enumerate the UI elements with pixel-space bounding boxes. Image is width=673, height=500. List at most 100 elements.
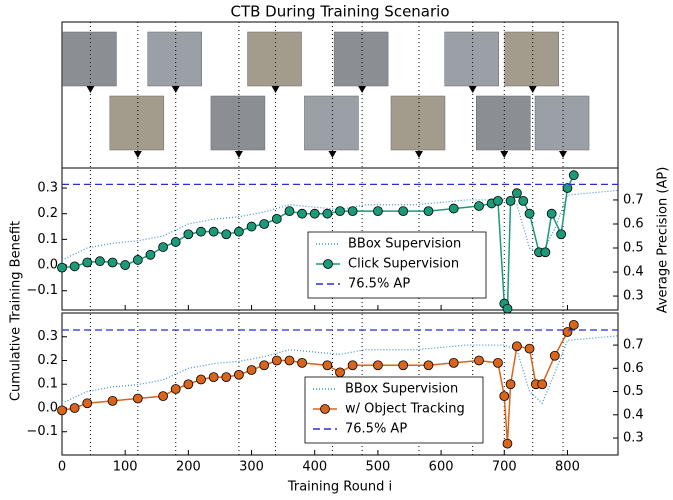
x-tick-label: 0 [58, 460, 66, 475]
pointer [86, 86, 95, 93]
y2-tick-label: 0.6 [623, 361, 644, 376]
point [335, 367, 345, 378]
point [82, 398, 93, 409]
point [234, 369, 244, 380]
point [221, 229, 232, 240]
y2-tick-label: 0.7 [623, 338, 644, 353]
legend-box [304, 376, 484, 444]
x-axis-label: Training Round i [287, 480, 392, 495]
point [398, 360, 409, 371]
point [158, 242, 168, 252]
point [259, 360, 270, 371]
x-tick-label: 200 [176, 460, 201, 475]
point [493, 357, 503, 368]
point [183, 229, 194, 240]
y2-tick-label: 0.4 [623, 407, 644, 422]
point [423, 206, 434, 217]
thumbnail [476, 95, 531, 151]
point [145, 249, 156, 260]
point [347, 206, 358, 217]
point [183, 379, 194, 390]
point [246, 221, 257, 232]
point [234, 226, 244, 237]
point [373, 206, 383, 217]
point [284, 206, 295, 217]
thumbnail [109, 95, 165, 151]
legend-marker [320, 404, 330, 414]
y2-tick-label: 0.3 [623, 289, 644, 304]
point [259, 219, 270, 229]
point [57, 405, 67, 416]
pointer [271, 86, 280, 93]
pointer [468, 86, 477, 93]
y-tick-label: 0.3 [37, 329, 58, 344]
legend-marker [323, 259, 333, 269]
y2-tick-label: 0.4 [623, 265, 644, 280]
point [297, 208, 307, 219]
y2-tick-label: 0.6 [623, 216, 644, 231]
legend-label: Click Supervision [348, 257, 459, 272]
point [505, 379, 516, 390]
point [540, 247, 551, 258]
x-tick-label: 500 [365, 460, 390, 475]
x-tick-label: 700 [492, 460, 517, 475]
point [196, 374, 206, 385]
y2-tick-label: 0.7 [623, 192, 644, 207]
point [271, 213, 282, 224]
y-tick-label: 0.1 [37, 377, 58, 392]
point [57, 262, 67, 273]
point [499, 391, 510, 402]
pointer [358, 86, 367, 93]
chart-title: CTB During Training Scenario [230, 3, 449, 21]
point [474, 201, 484, 211]
thumbnail [504, 31, 559, 87]
point [524, 343, 535, 354]
point [562, 327, 573, 337]
x-tick-label: 300 [239, 460, 264, 475]
point [170, 237, 181, 247]
x-tick-label: 100 [113, 460, 138, 475]
point [512, 341, 522, 352]
point [549, 350, 560, 361]
point [335, 206, 345, 217]
thumbnail [147, 31, 202, 87]
point [132, 393, 143, 404]
point [562, 183, 573, 193]
point [373, 360, 383, 371]
point [505, 195, 516, 206]
legend-label: w/ Object Tracking [345, 402, 465, 417]
point [196, 226, 206, 237]
thumbnail [444, 31, 499, 87]
pointer [528, 86, 537, 93]
point [502, 438, 513, 449]
point [221, 372, 232, 383]
point [546, 208, 557, 219]
point [246, 365, 257, 375]
point [69, 403, 80, 413]
y-tick-label: 0.0 [37, 258, 58, 273]
point [309, 208, 320, 219]
y2-tick-label: 0.5 [623, 384, 644, 399]
legend-label: BBox Supervision [345, 382, 458, 397]
point [502, 303, 513, 314]
point [69, 261, 80, 272]
y-tick-label: 0.3 [37, 181, 58, 196]
point [322, 360, 333, 371]
point [556, 229, 567, 240]
point [208, 372, 219, 383]
y-axis-label: Cumulative Training Benefit [9, 221, 24, 401]
thumbnail [247, 31, 302, 87]
thumbnail [210, 95, 266, 151]
point [271, 355, 282, 366]
thumbnail [333, 31, 389, 87]
y2-axis-label: Average Precision (AP) [656, 167, 671, 314]
thumbnail [390, 95, 446, 151]
thumbnail [534, 95, 590, 151]
x-tick-label: 400 [302, 460, 327, 475]
point [448, 203, 459, 214]
point [120, 260, 131, 270]
point [518, 195, 529, 206]
point [398, 206, 409, 217]
y-tick-label: −0.1 [26, 424, 58, 439]
